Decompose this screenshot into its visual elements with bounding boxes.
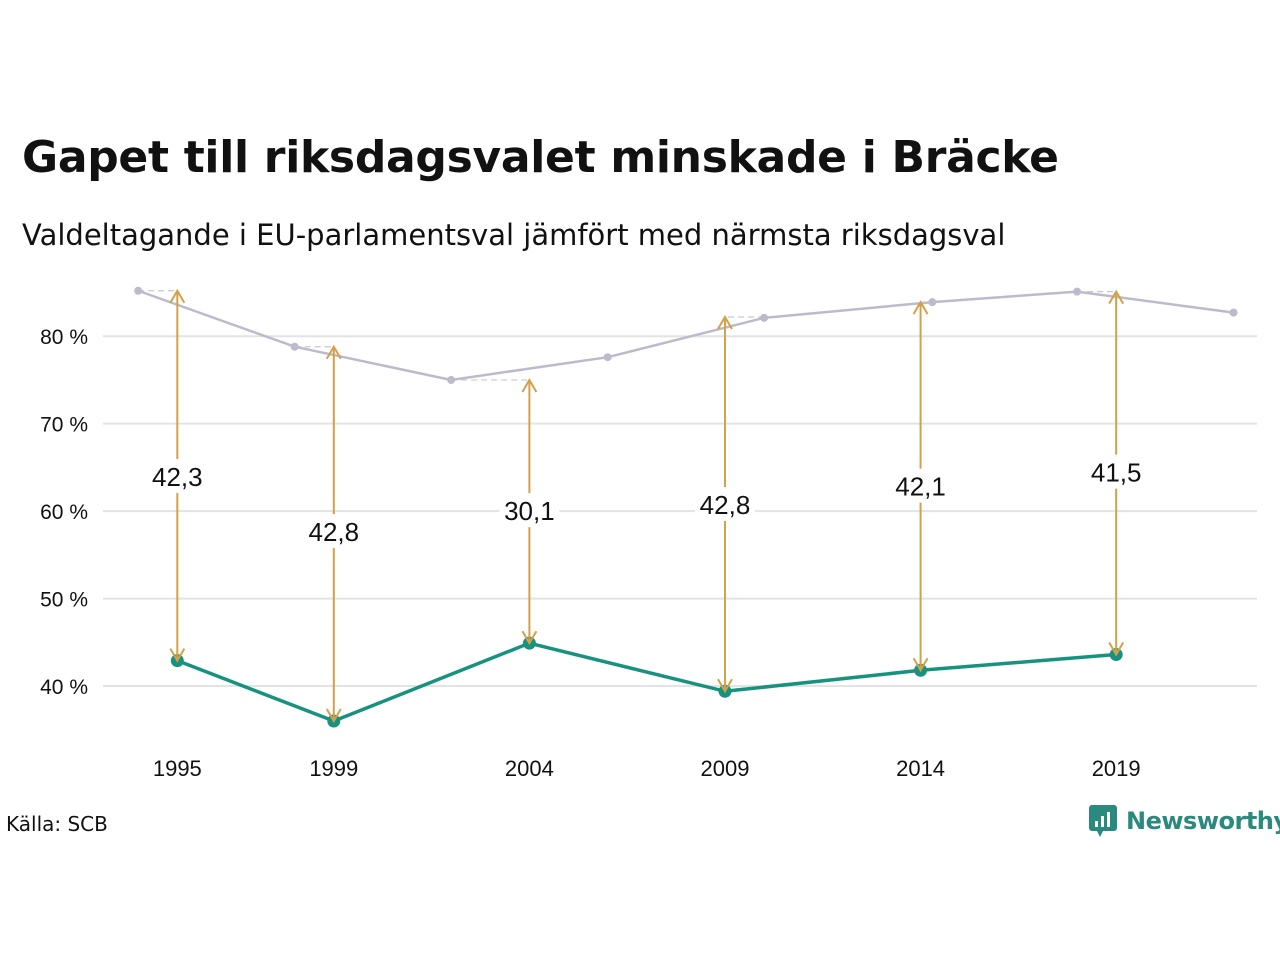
gap-label: 42,8 [700, 490, 751, 520]
brand-logo: Newsworthy [1088, 804, 1280, 838]
gap-label: 42,3 [152, 462, 203, 492]
riksdag-point [447, 375, 456, 384]
series-eu [170, 636, 1123, 728]
gap-label: 30,1 [504, 496, 555, 526]
chart-subtitle: Valdeltagande i EU-parlamentsval jämfört… [22, 218, 1006, 252]
gap-arrow-head-down [912, 657, 929, 673]
chart-title: Gapet till riksdagsvalet minskade i Bräc… [22, 132, 1059, 183]
riksdag-point [1073, 287, 1082, 296]
gap-arrow-head-up [912, 300, 929, 315]
x-tick-label: 1999 [309, 756, 358, 781]
gap-label-bg [303, 514, 364, 549]
gap-label-bg [499, 493, 560, 528]
gap-arrow-head-up [1108, 289, 1125, 305]
newsworthy-logo-icon [1089, 805, 1117, 837]
riksdag-point [1229, 308, 1238, 317]
x-tick-label: 1995 [153, 756, 202, 781]
gap-label-bg [694, 487, 755, 522]
gap-arrow-head-up [717, 314, 733, 330]
x-tick-label: 2009 [701, 756, 750, 781]
gap-arrow-head-down [1108, 642, 1125, 657]
gap-label-bg [1086, 454, 1147, 489]
gap-arrow-head-down [521, 630, 538, 646]
riksdag-point [134, 286, 143, 295]
riksdag-point [760, 313, 769, 322]
y-tick-label: 70 % [40, 414, 88, 437]
riksdag-point [290, 342, 299, 351]
gap-arrow-head-down [169, 648, 186, 663]
series-riksdag [134, 286, 1238, 384]
brand-name: Newsworthy [1126, 807, 1280, 835]
gap-arrow-head-up [521, 377, 538, 393]
gridlines [103, 335, 1257, 688]
y-tick-label: 50 % [40, 589, 88, 612]
riksdag-point [603, 353, 612, 362]
gap-arrow-head-up [169, 288, 186, 304]
gap-arrow-head-down [325, 708, 342, 724]
y-axis: 40 % 50 % 60 % 70 % 80 % [40, 326, 88, 699]
riksdag-point [928, 298, 937, 307]
gap-arrows: 42,3 42,8 30,1 42,8 42,1 41,5 [147, 288, 1147, 724]
riksdag-line [137, 289, 1234, 382]
gap-arrow-head-down [717, 678, 733, 694]
gap-label-bg [147, 459, 208, 494]
gap-arrow-head-up [325, 344, 342, 360]
y-tick-label: 40 % [40, 676, 88, 699]
gap-label: 42,1 [895, 472, 946, 502]
x-tick-label: 2019 [1092, 756, 1141, 781]
x-tick-label: 2004 [505, 756, 554, 781]
y-tick-label: 60 % [40, 501, 88, 524]
gap-label-bg [890, 468, 951, 503]
x-tick-label: 2014 [896, 756, 945, 781]
y-tick-label: 80 % [40, 326, 88, 349]
eu-line [176, 641, 1117, 723]
gap-label: 42,8 [308, 517, 359, 547]
x-axis: 1995 1999 2004 2009 2014 2019 [153, 756, 1141, 781]
gap-label: 41,5 [1091, 458, 1142, 488]
source-note: Källa: SCB [6, 812, 108, 836]
